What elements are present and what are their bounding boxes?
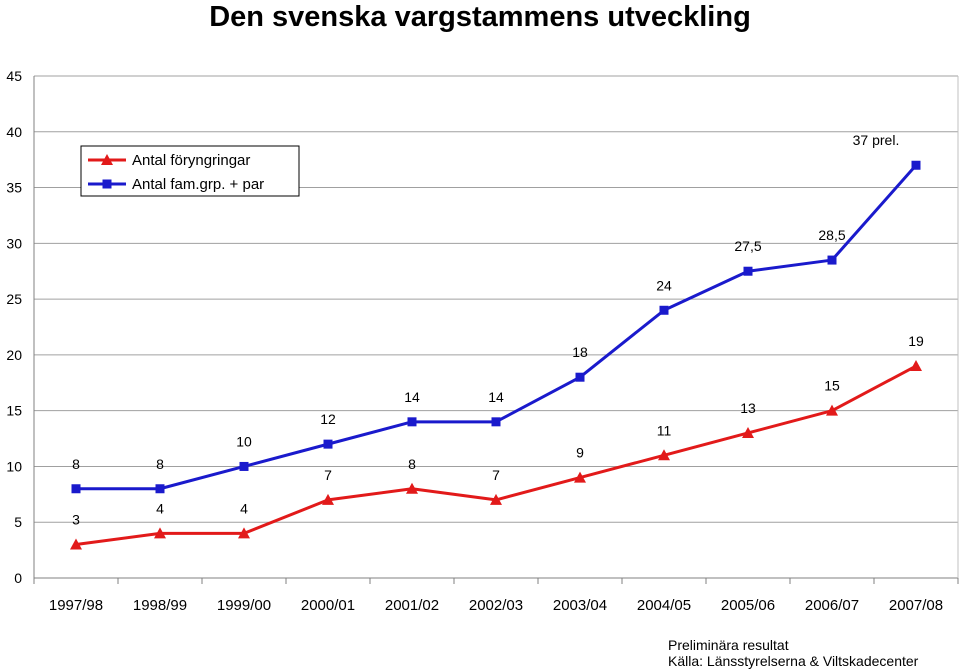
marker-square bbox=[71, 484, 81, 494]
data-label: 8 bbox=[408, 456, 416, 472]
x-tick-label: 2006/07 bbox=[805, 597, 859, 614]
marker-triangle bbox=[70, 538, 82, 550]
y-tick-label: 35 bbox=[6, 180, 22, 196]
data-label: 8 bbox=[72, 456, 80, 472]
marker-square bbox=[743, 266, 753, 276]
marker-square bbox=[827, 255, 837, 265]
y-tick-label: 30 bbox=[6, 235, 22, 251]
data-label: 7 bbox=[324, 467, 332, 483]
y-tick-label: 25 bbox=[6, 291, 22, 307]
x-axis-ticks: 1997/98 1998/99 1999/00 2000/01 2001/02 2002/… bbox=[33, 578, 959, 614]
data-label: 10 bbox=[236, 433, 252, 449]
data-label: 7 bbox=[492, 467, 500, 483]
marker-square bbox=[239, 461, 249, 471]
chart-title: Den svenska vargstammens utveckling bbox=[209, 1, 751, 33]
marker-triangle bbox=[406, 482, 418, 494]
marker-triangle bbox=[826, 404, 838, 416]
marker-triangle bbox=[658, 449, 670, 461]
y-axis-ticks: 0 5 10 15 20 25 30 35 40 45 bbox=[6, 68, 22, 586]
x-tick-label: 1999/00 bbox=[217, 597, 271, 614]
data-label: 8 bbox=[156, 456, 164, 472]
data-label: 14 bbox=[404, 389, 420, 405]
y-tick-label: 15 bbox=[6, 403, 22, 419]
data-label: 4 bbox=[156, 500, 164, 516]
x-tick-label: 1997/98 bbox=[49, 597, 103, 614]
marker-square bbox=[407, 417, 417, 427]
y-tick-label: 20 bbox=[6, 347, 22, 363]
marker-triangle bbox=[910, 360, 922, 372]
data-label: 28,5 bbox=[818, 227, 845, 243]
marker-triangle bbox=[574, 471, 586, 483]
data-label: 9 bbox=[576, 445, 584, 461]
footnote-source: Källa: Länsstyrelserna & Viltskadecenter bbox=[668, 653, 919, 669]
data-label: 11 bbox=[657, 422, 672, 438]
x-tick-label: 2004/05 bbox=[637, 597, 691, 614]
marker-triangle bbox=[238, 527, 250, 539]
legend-label: Antal föryngringar bbox=[132, 152, 250, 169]
marker-triangle bbox=[742, 426, 754, 438]
legend-box bbox=[80, 145, 300, 197]
marker-square bbox=[102, 179, 112, 189]
x-tick-label: 2001/02 bbox=[385, 597, 439, 614]
marker-triangle bbox=[490, 493, 502, 505]
series-line bbox=[76, 164, 918, 491]
y-tick-label: 40 bbox=[6, 124, 22, 140]
series-group bbox=[70, 160, 922, 550]
marker-square bbox=[491, 417, 501, 427]
marker-triangle bbox=[101, 154, 113, 165]
data-label: 24 bbox=[656, 277, 672, 293]
x-tick-label: 2005/06 bbox=[721, 597, 775, 614]
y-tick-label: 0 bbox=[14, 570, 22, 586]
y-tick-label: 45 bbox=[6, 68, 22, 84]
data-label: 18 bbox=[572, 344, 588, 360]
marker-square bbox=[155, 484, 165, 494]
x-tick-label: 1998/99 bbox=[133, 597, 187, 614]
x-tick-label: 2000/01 bbox=[301, 597, 355, 614]
x-tick-label: 2003/04 bbox=[553, 597, 607, 614]
gridlines bbox=[34, 75, 958, 523]
axes bbox=[33, 76, 959, 579]
y-tick-label: 10 bbox=[6, 458, 22, 474]
data-label: 12 bbox=[320, 411, 336, 427]
legend: Antal föryngringar Antal fam.grp. + par bbox=[80, 145, 300, 197]
marker-square bbox=[323, 439, 333, 449]
data-label: 19 bbox=[908, 333, 924, 349]
marker-triangle bbox=[154, 527, 166, 539]
x-tick-label: 2007/08 bbox=[889, 597, 943, 614]
legend-label: Antal fam.grp. + par bbox=[132, 176, 264, 193]
data-label: 14 bbox=[488, 389, 504, 405]
footnote-preliminary: Preliminära resultat bbox=[668, 637, 789, 653]
data-label: 13 bbox=[740, 400, 756, 416]
marker-square bbox=[911, 160, 921, 170]
data-label: 3 bbox=[72, 512, 80, 528]
data-label: 27,5 bbox=[734, 238, 761, 254]
y-tick-label: 5 bbox=[14, 514, 22, 530]
data-label: 15 bbox=[824, 378, 840, 394]
x-tick-label: 2002/03 bbox=[469, 597, 523, 614]
data-label: 4 bbox=[240, 500, 248, 516]
marker-square bbox=[659, 305, 669, 315]
marker-triangle bbox=[322, 493, 334, 505]
marker-square bbox=[575, 372, 585, 382]
data-label: 37 prel. bbox=[853, 132, 900, 148]
data-labels: 3 4 4 7 8 7 9 11 13 15 19 8 8 10 12 14 14 18 24 27,5 28,5 37 … bbox=[72, 132, 924, 527]
